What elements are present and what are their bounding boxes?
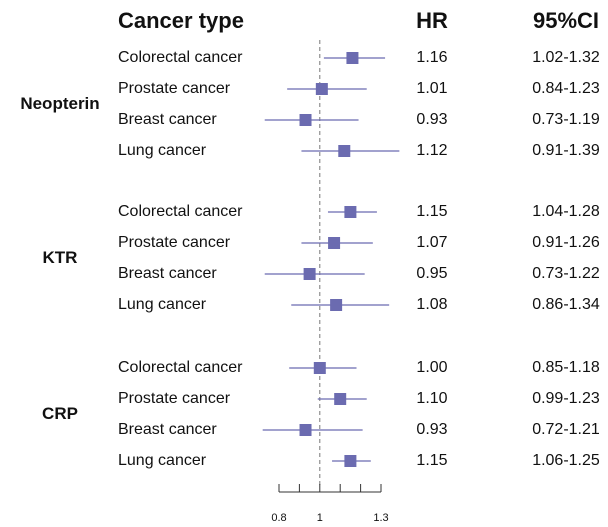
hr-point <box>303 268 316 280</box>
row-label: Colorectal cancer <box>118 203 243 220</box>
hr-label: 1.10 <box>416 390 447 407</box>
ci-label: 0.85-1.18 <box>532 359 600 376</box>
header-label: Cancer type <box>118 8 244 33</box>
row-label: Colorectal cancer <box>118 359 243 376</box>
ci-label: 0.86-1.34 <box>532 296 600 313</box>
hr-point <box>346 52 359 64</box>
ci-label: 0.99-1.23 <box>532 390 600 407</box>
ci-label: 0.73-1.19 <box>532 111 600 128</box>
hr-point <box>338 145 351 157</box>
row-label: Lung cancer <box>118 296 207 313</box>
row-label: Lung cancer <box>118 142 207 159</box>
hr-point <box>315 83 328 95</box>
ci-label: 1.02-1.32 <box>532 49 600 66</box>
hr-point <box>299 424 312 436</box>
hr-label: 0.93 <box>416 421 447 438</box>
header-hr: HR <box>416 8 448 33</box>
row-label: Breast cancer <box>118 421 217 438</box>
hr-label: 1.16 <box>416 49 447 66</box>
hr-point <box>328 237 341 249</box>
group-label: CRP <box>42 404 78 423</box>
hr-label: 1.07 <box>416 234 447 251</box>
hr-label: 1.08 <box>416 296 447 313</box>
header-ci: 95%CI <box>533 8 599 33</box>
hr-label: 1.15 <box>416 452 447 469</box>
hr-point <box>313 362 326 374</box>
hr-point <box>330 299 343 311</box>
hr-point <box>299 114 312 126</box>
row-label: Breast cancer <box>118 111 217 128</box>
group-label: Neopterin <box>20 94 99 113</box>
ci-label: 1.06-1.25 <box>532 452 600 469</box>
row-label: Prostate cancer <box>118 390 231 407</box>
row-label: Prostate cancer <box>118 234 231 251</box>
hr-label: 1.00 <box>416 359 447 376</box>
row-label: Prostate cancer <box>118 80 231 97</box>
ci-label: 1.04-1.28 <box>532 203 600 220</box>
hr-label: 0.95 <box>416 265 447 282</box>
ci-label: 0.91-1.39 <box>532 142 600 159</box>
x-tick-label: 0.8 <box>271 512 286 524</box>
ci-label: 0.72-1.21 <box>532 421 600 438</box>
x-tick-label: 1.3 <box>373 512 388 524</box>
hr-point <box>344 455 357 467</box>
hr-label: 1.15 <box>416 203 447 220</box>
hr-label: 0.93 <box>416 111 447 128</box>
ci-label: 0.84-1.23 <box>532 80 600 97</box>
hr-label: 1.12 <box>416 142 447 159</box>
group-label: KTR <box>43 248 78 267</box>
x-tick-label: 1 <box>317 512 323 524</box>
row-label: Lung cancer <box>118 452 207 469</box>
row-label: Breast cancer <box>118 265 217 282</box>
hr-label: 1.01 <box>416 80 447 97</box>
ci-label: 0.73-1.22 <box>532 265 600 282</box>
row-label: Colorectal cancer <box>118 49 243 66</box>
hr-point <box>334 393 347 405</box>
ci-label: 0.91-1.26 <box>532 234 600 251</box>
hr-point <box>344 206 357 218</box>
